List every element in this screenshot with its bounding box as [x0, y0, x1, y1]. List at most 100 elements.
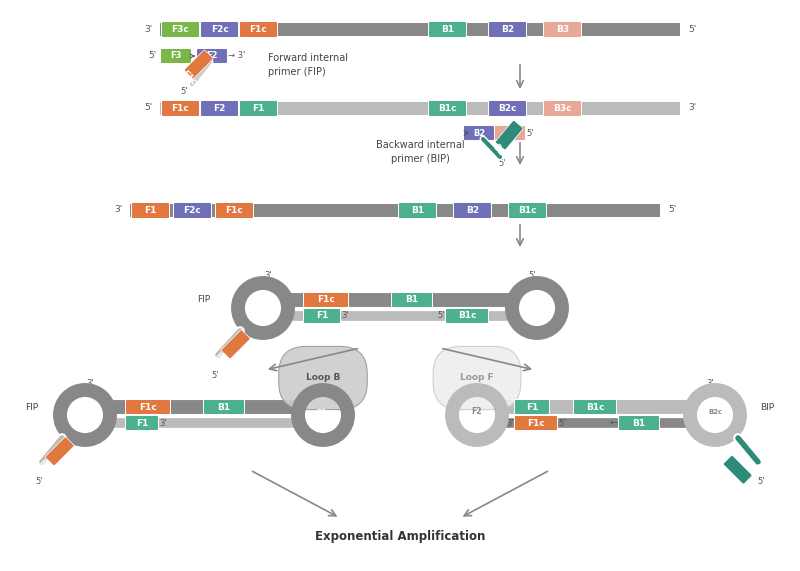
FancyBboxPatch shape: [162, 100, 199, 116]
Text: 3': 3': [688, 103, 696, 112]
Text: B1c: B1c: [753, 458, 771, 476]
Text: B2: B2: [501, 25, 514, 34]
Text: B3: B3: [556, 25, 569, 34]
Text: B2c: B2c: [708, 409, 722, 415]
FancyBboxPatch shape: [543, 100, 582, 116]
Text: 5': 5': [528, 271, 536, 280]
FancyBboxPatch shape: [126, 400, 170, 415]
Text: 5': 5': [668, 206, 676, 215]
Text: B2: B2: [473, 128, 485, 138]
Text: F1c: F1c: [527, 419, 545, 428]
Text: Loop F: Loop F: [460, 373, 494, 383]
FancyBboxPatch shape: [446, 308, 489, 324]
FancyBboxPatch shape: [239, 100, 278, 116]
Text: F1c: F1c: [139, 403, 157, 412]
Text: F1c: F1c: [172, 104, 190, 113]
Text: B2c: B2c: [498, 104, 517, 113]
FancyBboxPatch shape: [131, 203, 170, 219]
Text: ←: ←: [610, 418, 618, 428]
Text: F1: F1: [316, 312, 328, 320]
FancyBboxPatch shape: [201, 100, 238, 116]
FancyBboxPatch shape: [489, 100, 526, 116]
Text: F2: F2: [472, 408, 482, 416]
FancyBboxPatch shape: [161, 49, 191, 63]
Text: 3': 3': [706, 379, 714, 388]
FancyBboxPatch shape: [514, 400, 550, 415]
FancyBboxPatch shape: [454, 203, 491, 219]
Text: F2c: F2c: [184, 206, 202, 215]
Text: F1: F1: [144, 206, 157, 215]
Text: F1c: F1c: [213, 351, 231, 369]
Text: B1c: B1c: [438, 104, 457, 113]
Text: F2c: F2c: [255, 300, 270, 309]
FancyBboxPatch shape: [494, 126, 526, 140]
Text: B1c: B1c: [586, 403, 604, 412]
FancyBboxPatch shape: [618, 416, 659, 431]
Text: 5': 5': [688, 25, 696, 34]
Text: Loop B: Loop B: [306, 373, 340, 383]
FancyBboxPatch shape: [126, 416, 158, 431]
FancyBboxPatch shape: [543, 22, 582, 38]
FancyBboxPatch shape: [398, 203, 437, 219]
Text: 5': 5': [145, 103, 153, 112]
Text: 5': 5': [211, 371, 218, 380]
Text: B1: B1: [218, 403, 230, 412]
Text: F2: F2: [214, 104, 226, 113]
FancyBboxPatch shape: [201, 22, 238, 38]
FancyBboxPatch shape: [46, 437, 74, 466]
Text: FIP: FIP: [25, 403, 38, 412]
Text: BIP: BIP: [760, 403, 774, 412]
FancyBboxPatch shape: [197, 49, 227, 63]
Text: F1: F1: [252, 104, 265, 113]
Text: F1: F1: [136, 419, 148, 428]
Text: 3': 3': [506, 419, 514, 428]
Text: F2: F2: [206, 51, 218, 61]
Text: FIP: FIP: [197, 296, 210, 304]
Text: Exponential Amplification: Exponential Amplification: [315, 530, 485, 543]
FancyBboxPatch shape: [489, 22, 526, 38]
Text: F1c: F1c: [180, 69, 198, 87]
FancyBboxPatch shape: [303, 308, 341, 324]
Text: Backward internal
primer (BIP): Backward internal primer (BIP): [376, 140, 464, 164]
Text: F1c: F1c: [226, 206, 243, 215]
Text: 5': 5': [35, 477, 42, 486]
Text: 5': 5': [758, 477, 765, 486]
FancyBboxPatch shape: [509, 203, 546, 219]
Text: F1c: F1c: [317, 296, 335, 304]
Text: F3: F3: [170, 51, 182, 61]
Bar: [160, 23, 680, 36]
FancyBboxPatch shape: [723, 456, 752, 484]
Text: 5': 5': [526, 128, 534, 138]
Text: B1c: B1c: [518, 206, 537, 215]
FancyBboxPatch shape: [174, 203, 211, 219]
Text: B1: B1: [441, 25, 454, 34]
Text: Forward internal
primer (FIP): Forward internal primer (FIP): [268, 53, 348, 77]
Text: B2c: B2c: [529, 300, 545, 309]
FancyBboxPatch shape: [463, 126, 494, 140]
Text: B3: B3: [504, 128, 516, 138]
Text: 5': 5': [438, 312, 445, 320]
FancyBboxPatch shape: [391, 292, 433, 308]
FancyBboxPatch shape: [495, 120, 523, 150]
FancyBboxPatch shape: [222, 330, 250, 359]
Text: 3': 3': [341, 312, 349, 320]
Text: F1c: F1c: [37, 458, 55, 476]
Text: F2c: F2c: [210, 25, 228, 34]
Bar: [160, 102, 680, 115]
Text: 5': 5': [180, 86, 188, 95]
FancyBboxPatch shape: [162, 22, 199, 38]
FancyBboxPatch shape: [203, 400, 245, 415]
Text: B3c: B3c: [554, 104, 572, 113]
Text: 3': 3': [264, 271, 272, 280]
Text: F2c: F2c: [78, 408, 93, 416]
Text: F1c: F1c: [250, 25, 267, 34]
Text: B2c: B2c: [316, 409, 330, 415]
Text: B1c: B1c: [491, 143, 509, 162]
FancyBboxPatch shape: [429, 100, 466, 116]
Text: F1: F1: [526, 403, 538, 412]
Text: F3c: F3c: [172, 25, 190, 34]
Text: → 3': → 3': [228, 51, 246, 61]
FancyBboxPatch shape: [185, 50, 213, 79]
Bar: [130, 204, 660, 217]
Text: B1: B1: [406, 296, 418, 304]
